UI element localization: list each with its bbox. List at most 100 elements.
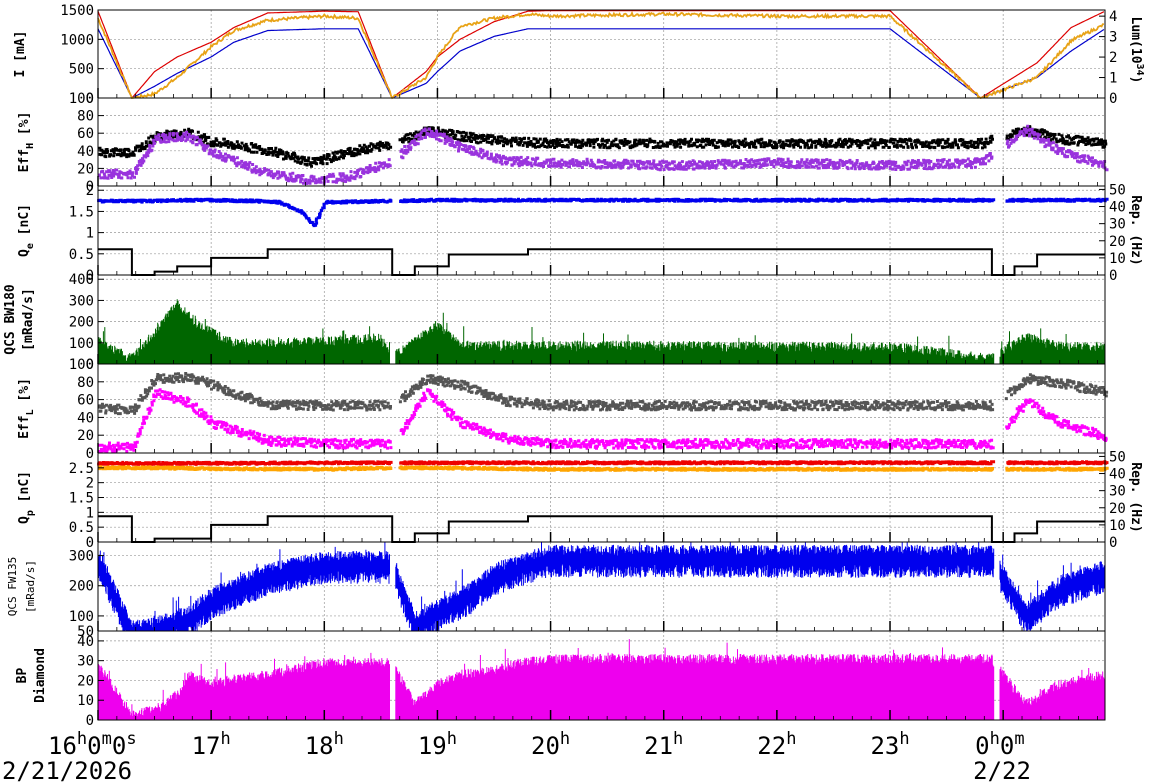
x-tick-label: 17h bbox=[192, 729, 231, 760]
y-tick-label: 10 bbox=[77, 693, 94, 709]
x-tick-label-unit: m bbox=[102, 729, 112, 749]
y-axis-label-unit: [mRad/s] bbox=[24, 560, 37, 613]
x-date-label: 2/21/2026 bbox=[2, 757, 132, 782]
y-axis-label-main: Q bbox=[17, 249, 32, 257]
y-axis-label-2: Diamond bbox=[33, 648, 48, 703]
y2-tick-label: 10 bbox=[1109, 251, 1126, 267]
y-tick-label: 0 bbox=[86, 268, 94, 284]
x-tick-label-value: 19 bbox=[418, 732, 447, 760]
y2-tick-label: 20 bbox=[1109, 501, 1126, 517]
y-axis-label-main: Eff bbox=[17, 415, 32, 438]
y-tick-label: 40 bbox=[77, 410, 94, 426]
y2-axis-label: Lum(1034) bbox=[1128, 17, 1145, 84]
y-axis-label-main: Eff bbox=[17, 149, 32, 172]
y-tick-label: 300 bbox=[69, 549, 94, 565]
series-points-upper bbox=[98, 125, 1108, 168]
panel-frame bbox=[97, 630, 1106, 721]
y2-axis-label: Rep. (Hz) bbox=[1128, 462, 1143, 532]
y-tick-label: 200 bbox=[69, 579, 94, 595]
y-tick-label: 1000 bbox=[60, 32, 94, 48]
x-tick-label-unit: h bbox=[560, 729, 570, 749]
x-tick-label-unit: h bbox=[447, 729, 457, 749]
x-axis: 16h0m0s 17h 18h 19h 20h 21h 22h 23h 0h0m2/21/202… bbox=[2, 729, 1031, 782]
panel-8: 0 10 20 30 40 BP Diamond bbox=[15, 630, 1106, 729]
y-axis-label: I [mA] bbox=[13, 31, 28, 78]
y-tick-label: 20 bbox=[77, 428, 94, 444]
y2-tick-label: 30 bbox=[1109, 217, 1126, 233]
x-tick-label-unit: s bbox=[126, 729, 136, 749]
series-line-ler bbox=[97, 10, 1105, 100]
y-tick-label: 0.5 bbox=[69, 520, 94, 536]
y-tick-label: 200 bbox=[69, 315, 94, 331]
y2-tick-label: 50 bbox=[1109, 182, 1126, 198]
y-tick-label: 0 bbox=[86, 179, 94, 195]
y2-tick-label: 4 bbox=[1109, 9, 1117, 25]
x-tick-label-unit: h bbox=[220, 729, 230, 749]
y-axis-label: Qe [nC] bbox=[17, 204, 36, 257]
y-tick-label: 0 bbox=[86, 713, 94, 729]
series-bars-dose bbox=[97, 299, 1105, 364]
x-tick-label-value: 21 bbox=[644, 732, 673, 760]
y-tick-label: 500 bbox=[69, 62, 94, 78]
y-tick-label: 0 bbox=[86, 357, 94, 373]
x-tick-label-unit: h bbox=[334, 729, 344, 749]
y-axis-label: Qp [nC] bbox=[17, 471, 36, 524]
x-tick-label-value: 0 bbox=[112, 732, 126, 760]
y-tick-label: 1 bbox=[86, 226, 94, 242]
y-axis-label-unit: [nC] bbox=[17, 471, 32, 510]
y-axis-label-unit: [%] bbox=[17, 378, 32, 409]
panel-frame bbox=[97, 9, 1106, 99]
x-tick-label: 19h bbox=[418, 729, 457, 760]
y-axis-label: BP bbox=[15, 668, 30, 684]
series-points-upper bbox=[97, 372, 1109, 416]
y2-tick-label: 10 bbox=[1109, 518, 1126, 534]
x-tick-label: 0h0m bbox=[975, 729, 1024, 760]
x-date-label: 2/22 bbox=[973, 757, 1031, 782]
y-axis-label-main: Q bbox=[17, 516, 32, 524]
x-tick-label-unit: h bbox=[673, 729, 683, 749]
y-tick-label: 60 bbox=[77, 393, 94, 409]
y-tick-label: 80 bbox=[77, 109, 94, 125]
series-line-lum bbox=[97, 10, 1104, 100]
y-tick-label: 20 bbox=[77, 161, 94, 177]
y-axis-label: EffH [%] bbox=[17, 112, 36, 173]
x-tick-label: 22h bbox=[757, 729, 796, 760]
x-tick-label-unit: h bbox=[786, 729, 796, 749]
x-tick-label-value: 16 bbox=[48, 732, 77, 760]
series-points-charge1 bbox=[97, 460, 1109, 466]
x-tick-label: 20h bbox=[531, 729, 570, 760]
y-tick-label: 50 bbox=[77, 624, 94, 640]
y-tick-label: 20 bbox=[77, 673, 94, 689]
y-tick-label: 30 bbox=[77, 654, 94, 670]
y-axis-label: QCS FW135 bbox=[6, 557, 19, 617]
x-tick-label-value: 18 bbox=[305, 732, 334, 760]
x-tick-label-value: 0 bbox=[87, 732, 101, 760]
x-tick-label: 18h bbox=[305, 729, 344, 760]
x-tick-label-unit: m bbox=[1014, 729, 1024, 749]
y-axis-label-unit: [mRad/s] bbox=[21, 288, 36, 351]
y-tick-label: 0 bbox=[86, 91, 94, 107]
y-axis-label-unit: [nC] bbox=[17, 204, 32, 243]
y-tick-label: 2 bbox=[86, 183, 94, 199]
y-axis-label: EffL [%] bbox=[17, 378, 36, 439]
y2-tick-label: 50 bbox=[1109, 449, 1126, 465]
y-tick-label: 100 bbox=[69, 609, 94, 625]
series-bars-dose bbox=[97, 542, 1105, 631]
x-tick-label: 23h bbox=[870, 729, 909, 760]
y2-tick-label: 3 bbox=[1109, 30, 1117, 46]
x-tick-label-value: 0 bbox=[975, 732, 989, 760]
y-tick-label: 1 bbox=[86, 505, 94, 521]
x-tick-label-value: 20 bbox=[531, 732, 560, 760]
y-tick-label: 0.5 bbox=[69, 247, 94, 263]
y2-tick-label: 0 bbox=[1109, 268, 1117, 284]
x-tick-label-unit: h bbox=[77, 729, 87, 749]
y-axis-label-sub: p bbox=[25, 510, 36, 516]
y2-tick-label: 40 bbox=[1109, 467, 1126, 483]
y2-axis-label: Rep. (Hz) bbox=[1128, 195, 1143, 265]
series-points-charge bbox=[97, 197, 1109, 228]
